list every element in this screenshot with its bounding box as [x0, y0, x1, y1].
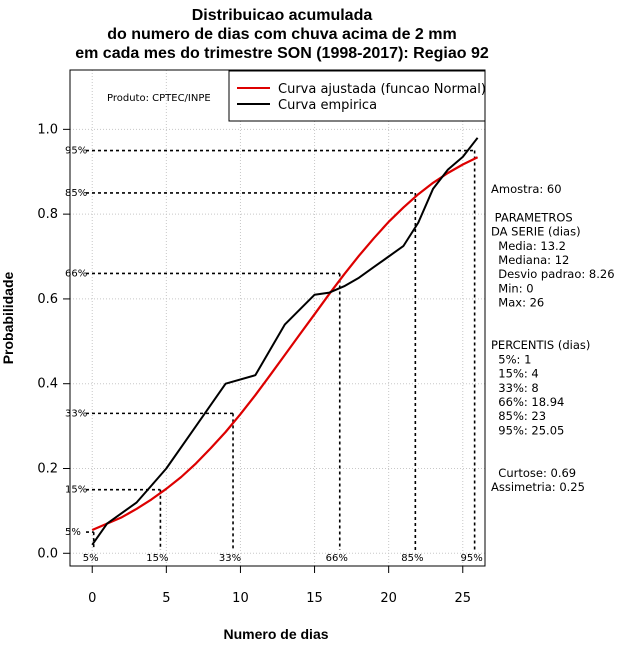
y-axis-label: Probabilidade — [0, 272, 16, 365]
x-tick-label: 20 — [380, 591, 397, 606]
x-axis: 0 5 10 15 20 25 — [88, 566, 471, 606]
y-tick-label: 1.0 — [37, 122, 58, 137]
percentile-label-left: 5% — [65, 527, 81, 538]
y-tick-label: 0.8 — [37, 207, 58, 222]
y-axis: 0.0 0.2 0.4 0.6 0.8 1.0 — [37, 122, 70, 561]
x-tick-label: 0 — [88, 591, 96, 606]
grid — [70, 70, 485, 566]
fitted-curve-line — [91, 156, 479, 532]
chart-title-line: em cada mes do trimestre SON (1998-2017)… — [75, 45, 489, 62]
statistics-line: Amostra: 60 — [491, 182, 562, 196]
series — [91, 137, 479, 546]
percentile-markers: 5% 5% 15% 15% 33% 33% 66% 66% 85% 85% 95% 95% — [65, 146, 483, 564]
x-tick-label: 5 — [162, 591, 170, 606]
percentile-label-left: 85% — [65, 188, 87, 199]
statistics-line: Mediana: 12 — [491, 253, 569, 267]
percentile-label-left: 33% — [65, 408, 87, 419]
statistics-line: Curtose: 0.69 — [491, 466, 576, 480]
statistics-line: PERCENTIS (dias) — [491, 338, 590, 352]
empirical-curve-line — [91, 137, 479, 546]
percentile-label-bottom: 85% — [401, 553, 423, 564]
statistics-line: Assimetria: 0.25 — [491, 480, 585, 494]
statistics-line: 33%: 8 — [491, 381, 539, 395]
statistics-line: PARAMETROS — [491, 210, 573, 224]
percentile-label-bottom: 5% — [83, 553, 99, 564]
x-tick-label: 15 — [306, 591, 323, 606]
y-tick-label: 0.0 — [37, 546, 58, 561]
percentile-label-bottom: 15% — [146, 553, 168, 564]
percentile-label-bottom: 33% — [219, 553, 241, 564]
statistics-line: 95%: 25.05 — [491, 423, 564, 437]
percentile-label-left: 66% — [65, 268, 87, 279]
statistics-line: 15%: 4 — [491, 367, 539, 381]
statistics-line: Min: 0 — [491, 281, 534, 295]
chart-title: Distribuicao acumulada do numero de dias … — [75, 7, 489, 62]
legend: Curva ajustada (funcao Normal)Curva empi… — [228, 70, 486, 122]
x-axis-label: Numero de dias — [223, 626, 328, 642]
legend-label: Curva empirica — [278, 98, 377, 113]
statistics-line: 66%: 18.94 — [491, 395, 564, 409]
chart-title-line: Distribuicao acumulada — [192, 7, 373, 24]
plot-frame — [69, 69, 486, 567]
y-tick-label: 0.4 — [37, 377, 58, 392]
statistics-line: Media: 13.2 — [491, 239, 566, 253]
y-tick-label: 0.6 — [37, 292, 58, 307]
statistics-line: Max: 26 — [491, 296, 544, 310]
percentile-label-bottom: 95% — [461, 553, 483, 564]
percentile-label-left: 95% — [65, 146, 87, 157]
legend-label: Curva ajustada (funcao Normal) — [278, 82, 486, 97]
percentile-label-bottom: 66% — [326, 553, 348, 564]
chart-title-line: do numero de dias com chuva acima de 2 m… — [107, 26, 456, 43]
percentile-label-left: 15% — [65, 485, 87, 496]
x-tick-label: 10 — [232, 591, 249, 606]
producer-label: Produto: CPTEC/INPE — [107, 93, 211, 104]
statistics-line: 5%: 1 — [491, 352, 531, 366]
statistics-line: DA SERIE (dias) — [491, 225, 581, 239]
y-tick-label: 0.2 — [37, 461, 58, 476]
legend-box — [228, 70, 486, 122]
x-tick-label: 25 — [454, 591, 471, 606]
statistics-line: 85%: 23 — [491, 409, 546, 423]
statistics-line: Desvio padrao: 8.26 — [491, 267, 615, 281]
